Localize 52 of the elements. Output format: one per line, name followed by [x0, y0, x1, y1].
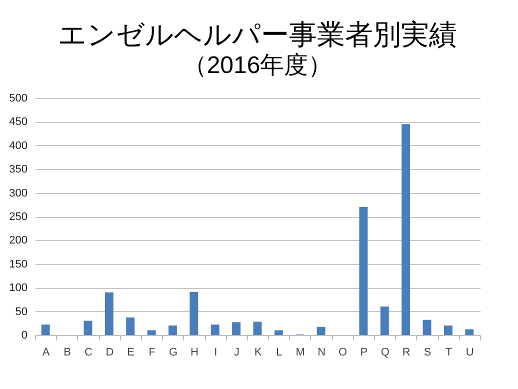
y-tick-label: 100: [9, 282, 28, 294]
x-tick-label: L: [276, 346, 282, 358]
bar: [190, 292, 198, 335]
bar: [444, 326, 452, 335]
x-tick-label: N: [318, 346, 326, 358]
y-tick-label: 400: [9, 140, 28, 152]
x-tick-label: A: [42, 346, 50, 358]
x-tick-label: O: [338, 346, 348, 358]
y-tick-label: 450: [9, 116, 28, 128]
bar: [422, 320, 432, 335]
bar: [359, 207, 368, 335]
bar: [380, 306, 389, 335]
bar: [210, 324, 220, 335]
x-tick-label: U: [466, 346, 474, 358]
bar: [126, 317, 135, 335]
x-tick-label: S: [424, 346, 432, 358]
y-tick-label: 50: [15, 306, 28, 318]
x-tick-label: T: [445, 346, 452, 358]
y-tick-label: 500: [9, 92, 28, 104]
bar: [147, 330, 156, 335]
x-tick-label: K: [254, 346, 262, 358]
bar: [168, 326, 177, 335]
x-tick-label: B: [64, 346, 71, 358]
bar: [316, 326, 326, 335]
chart-title: エンゼルヘルパー事業者別実績: [58, 19, 457, 50]
x-tick-label: H: [190, 346, 198, 358]
bar: [253, 322, 262, 335]
x-tick-label: D: [106, 346, 114, 358]
bar: [274, 330, 283, 335]
x-tick-label: P: [360, 346, 368, 358]
x-tick-label: Q: [380, 346, 390, 358]
x-tick-label: C: [84, 346, 92, 358]
bar: [402, 124, 410, 335]
x-tick-label: G: [168, 346, 178, 358]
y-tick-label: 0: [21, 330, 28, 342]
x-tick-label: R: [402, 346, 410, 358]
bar: [465, 329, 474, 335]
y-tick-label: 200: [9, 234, 28, 247]
y-tick-label: 300: [9, 187, 28, 200]
bar: [84, 320, 92, 335]
chart-subtitle: （2016年度）: [182, 52, 332, 79]
bar: [104, 292, 114, 335]
y-tick-label: 250: [9, 211, 28, 223]
y-tick-label: 150: [9, 258, 28, 270]
x-tick-label: F: [148, 346, 156, 358]
bar: [41, 324, 50, 335]
x-tick-label: M: [296, 346, 305, 358]
x-tick-label: E: [127, 346, 135, 358]
bar: [232, 322, 241, 335]
x-tick-label: J: [234, 346, 240, 358]
y-tick-label: 350: [9, 164, 28, 176]
x-tick-label: I: [214, 346, 218, 358]
